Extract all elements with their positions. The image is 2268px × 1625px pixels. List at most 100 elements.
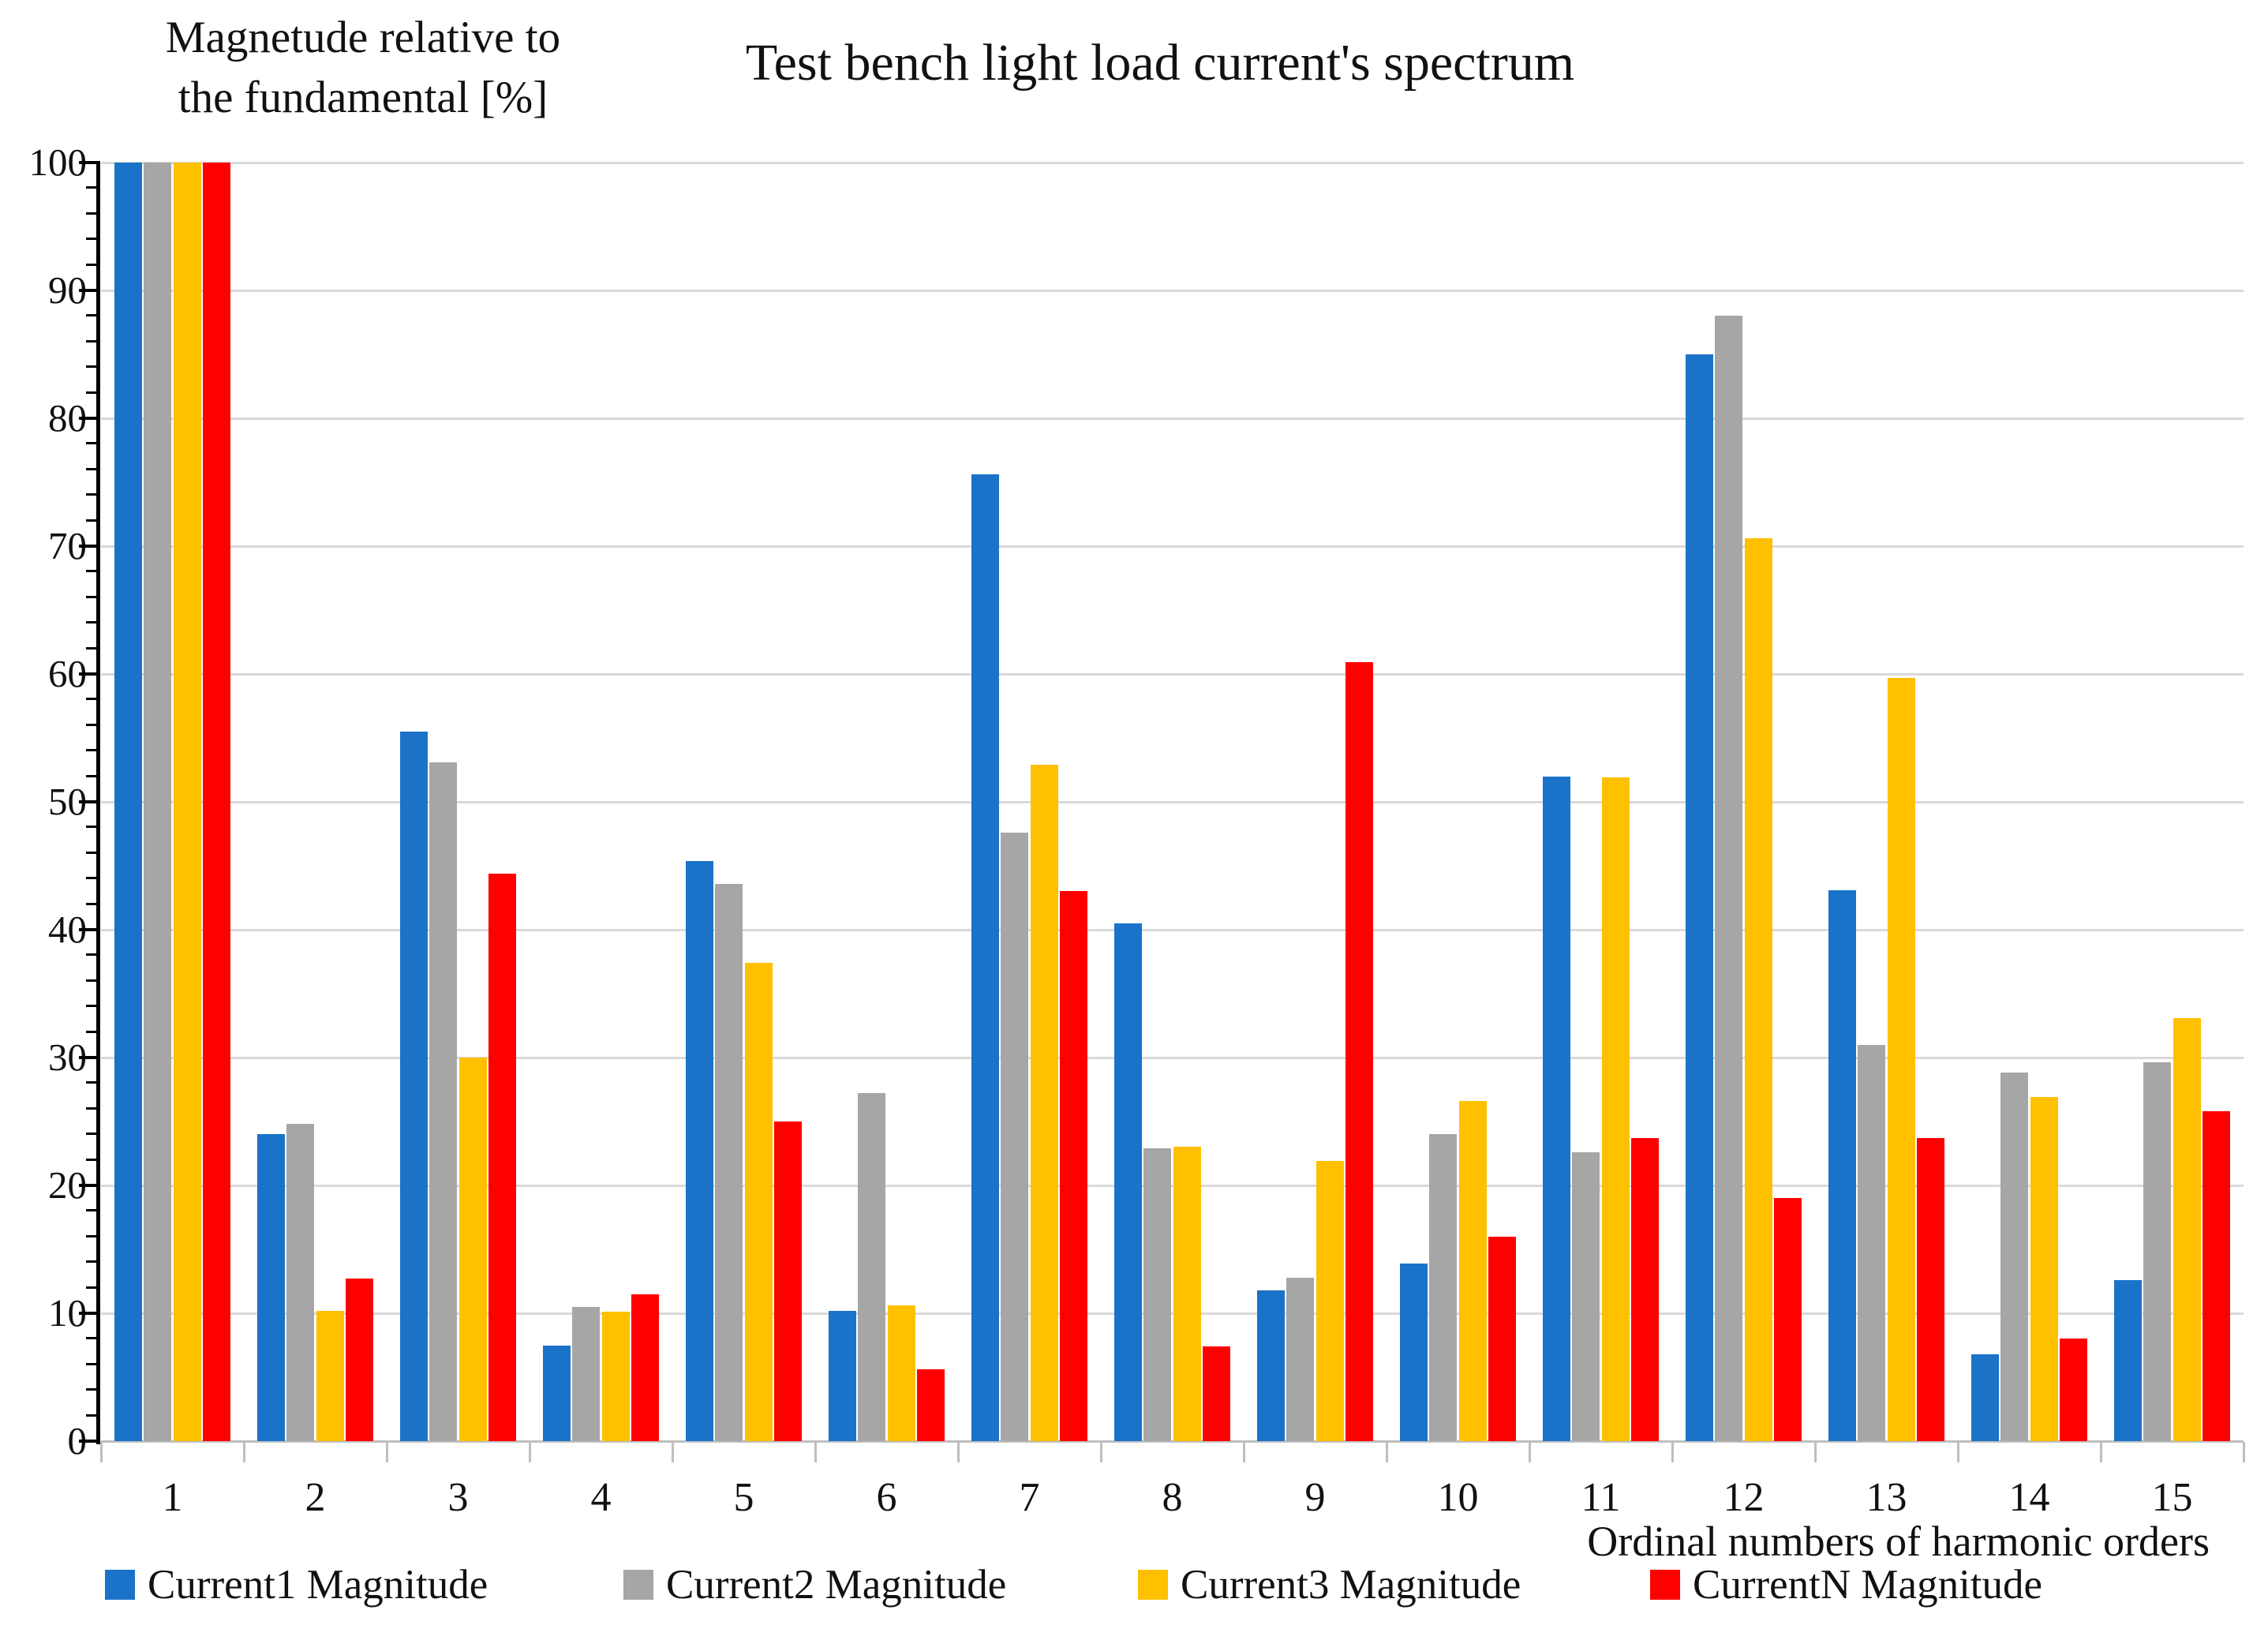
y-minor-tick <box>86 1158 100 1161</box>
bar-current2-magnitude-h13 <box>1858 1044 1886 1441</box>
y-tick-label-80: 80 <box>48 396 87 440</box>
y-major-tick <box>79 800 100 803</box>
y-minor-tick <box>86 979 100 982</box>
bar-current3-magnitude-h8 <box>1173 1147 1201 1441</box>
x-axis-tick <box>1671 1442 1674 1462</box>
gridline-60 <box>101 673 2244 676</box>
y-minor-tick <box>86 902 100 905</box>
x-category-label-7: 7 <box>1019 1475 1040 1520</box>
bar-current1-magnitude-h9 <box>1257 1290 1285 1441</box>
y-axis-title: Magnetude relative to the fundamental [%… <box>87 8 639 128</box>
bar-current1-magnitude-h15 <box>2114 1279 2142 1441</box>
legend-label-1: Current1 Magnitude <box>148 1562 488 1608</box>
y-axis-title-line2: the fundamental [%] <box>178 73 548 122</box>
y-major-tick <box>79 1184 100 1187</box>
legend-label-4: CurrentN Magnitude <box>1693 1562 2043 1608</box>
y-minor-tick <box>86 826 100 829</box>
bar-current3-magnitude-h10 <box>1458 1101 1487 1441</box>
bar-currentn-magnitude-h12 <box>1773 1198 1802 1441</box>
bar-current1-magnitude-h5 <box>686 860 713 1441</box>
legend-item-3: Current3 Magnitude <box>1138 1563 1521 1607</box>
y-tick-label-20: 20 <box>48 1163 87 1207</box>
gridline-50 <box>101 801 2244 803</box>
bar-currentn-magnitude-h1 <box>202 163 230 1441</box>
y-minor-tick <box>86 238 100 241</box>
bar-current1-magnitude-h12 <box>1686 354 1713 1441</box>
bar-current1-magnitude-h1 <box>114 163 142 1441</box>
bar-currentn-magnitude-h15 <box>2202 1111 2230 1441</box>
x-category-label-13: 13 <box>1866 1475 1907 1520</box>
bar-currentn-magnitude-h10 <box>1488 1236 1516 1441</box>
y-minor-tick <box>86 1133 100 1136</box>
x-axis-tick <box>814 1442 817 1462</box>
x-axis-tick <box>1529 1442 1531 1462</box>
x-category-label-1: 1 <box>162 1475 183 1520</box>
y-minor-tick <box>86 851 100 854</box>
x-axis-tick <box>1386 1442 1388 1462</box>
y-minor-tick <box>86 877 100 880</box>
y-minor-tick <box>86 698 100 701</box>
gridline-30 <box>101 1057 2244 1059</box>
bar-current3-magnitude-h12 <box>1744 538 1772 1441</box>
y-minor-tick <box>86 263 100 266</box>
x-category-label-4: 4 <box>590 1475 612 1520</box>
y-minor-tick <box>86 1209 100 1212</box>
bar-current2-magnitude-h4 <box>572 1306 601 1441</box>
bar-current1-magnitude-h4 <box>543 1345 571 1441</box>
bar-current3-magnitude-h11 <box>1601 777 1630 1441</box>
x-axis-tick <box>2243 1442 2245 1462</box>
bar-current2-magnitude-h14 <box>2000 1073 2029 1441</box>
legend-item-1: Current1 Magnitude <box>105 1563 488 1607</box>
x-category-label-10: 10 <box>1437 1475 1479 1520</box>
y-tick-label-30: 30 <box>48 1035 87 1079</box>
y-axis-line <box>96 163 100 1444</box>
legend-swatch-4 <box>1650 1570 1680 1600</box>
bar-current3-magnitude-h15 <box>2173 1017 2201 1441</box>
x-category-label-15: 15 <box>2151 1475 2193 1520</box>
y-minor-tick <box>86 774 100 777</box>
y-minor-tick <box>86 186 100 189</box>
bar-currentn-magnitude-h13 <box>1916 1138 1944 1441</box>
y-minor-tick <box>86 1005 100 1008</box>
bar-current3-magnitude-h5 <box>744 963 773 1441</box>
y-tick-label-60: 60 <box>48 652 87 695</box>
y-major-tick <box>79 1056 100 1059</box>
x-axis-tick <box>529 1442 531 1462</box>
bar-current2-magnitude-h5 <box>715 883 743 1441</box>
bar-current2-magnitude-h6 <box>858 1093 886 1441</box>
bar-currentn-magnitude-h11 <box>1630 1138 1659 1441</box>
x-axis-tick <box>1243 1442 1245 1462</box>
y-minor-tick <box>86 339 100 343</box>
y-minor-tick <box>86 467 100 470</box>
y-minor-tick <box>86 723 100 726</box>
chart-title: Test bench light load current's spectrum <box>745 34 1575 92</box>
bar-currentn-magnitude-h3 <box>488 873 516 1441</box>
legend-item-4: CurrentN Magnitude <box>1650 1563 2042 1607</box>
y-minor-tick <box>86 749 100 752</box>
x-axis-tick <box>1100 1442 1102 1462</box>
gridline-0 <box>101 1440 2244 1443</box>
gridline-80 <box>101 417 2244 420</box>
legend-swatch-3 <box>1138 1570 1168 1600</box>
y-minor-tick <box>86 314 100 317</box>
bar-currentn-magnitude-h6 <box>916 1369 945 1441</box>
bar-currentn-magnitude-h8 <box>1202 1346 1230 1441</box>
bar-current1-magnitude-h2 <box>257 1134 285 1441</box>
legend-item-2: Current2 Magnitude <box>623 1563 1006 1607</box>
y-tick-label-0: 0 <box>67 1419 88 1462</box>
bar-current3-magnitude-h1 <box>173 163 201 1441</box>
bar-current2-magnitude-h12 <box>1715 316 1743 1441</box>
y-tick-label-100: 100 <box>28 140 88 184</box>
bar-currentn-magnitude-h2 <box>345 1279 373 1441</box>
bar-current2-magnitude-h8 <box>1143 1148 1172 1441</box>
y-minor-tick <box>86 1260 100 1264</box>
bar-current2-magnitude-h15 <box>2143 1062 2172 1441</box>
bar-current1-magnitude-h11 <box>1543 776 1570 1441</box>
x-axis-tick <box>100 1442 103 1462</box>
y-major-tick <box>79 289 100 292</box>
y-minor-tick <box>86 1234 100 1237</box>
x-axis-title: Ordinal numbers of harmonic orders <box>1587 1518 2210 1565</box>
bar-currentn-magnitude-h7 <box>1059 891 1087 1441</box>
bar-current2-magnitude-h3 <box>429 762 458 1441</box>
